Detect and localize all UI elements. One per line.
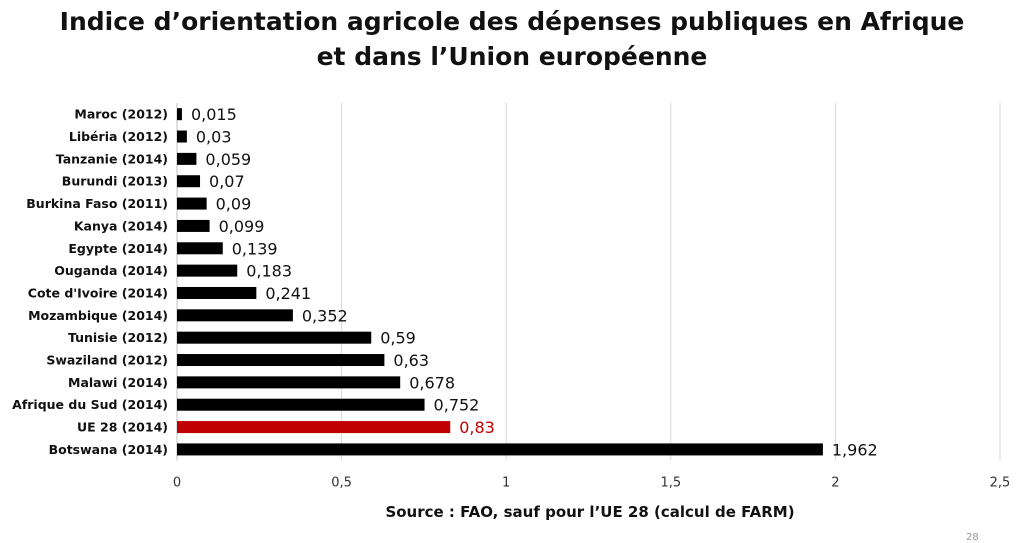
category-label: Ouganda (2014) — [54, 263, 168, 278]
category-label: Tunisie (2012) — [68, 330, 168, 345]
bar — [177, 197, 207, 210]
chart-title-line-2: et dans l’Union européenne — [316, 42, 708, 71]
source-note: Source : FAO, sauf pour l’UE 28 (calcul … — [385, 503, 795, 521]
value-label: 0,352 — [302, 306, 348, 325]
category-label: Egypte (2014) — [68, 241, 168, 256]
value-label: 0,241 — [265, 284, 311, 303]
page-number: 28 — [966, 532, 979, 543]
value-label: 0,63 — [393, 351, 429, 370]
bar — [177, 443, 823, 456]
bar — [177, 309, 293, 322]
value-label: 0,059 — [205, 150, 251, 169]
value-label: 0,099 — [219, 217, 265, 236]
x-tick-label: 2 — [831, 476, 839, 491]
category-label: Botswana (2014) — [49, 442, 168, 457]
category-label: Cote d'Ivoire (2014) — [28, 285, 168, 300]
value-label: 0,09 — [216, 195, 252, 214]
bar-highlight — [177, 421, 451, 434]
category-label: Kanya (2014) — [74, 218, 168, 233]
value-label: 0,07 — [209, 172, 245, 191]
chart-title: Indice d’orientation agricole des dépens… — [0, 4, 1024, 74]
bar — [177, 242, 223, 255]
value-label: 0,83 — [459, 418, 495, 437]
x-tick-label: 1,5 — [660, 476, 681, 491]
x-tick-label: 0,5 — [331, 476, 352, 491]
value-label: 0,139 — [232, 239, 278, 258]
bar — [177, 354, 385, 367]
category-label: UE 28 (2014) — [77, 420, 168, 435]
category-label: Mozambique (2014) — [28, 308, 168, 323]
value-label: 1,962 — [832, 440, 878, 459]
bar — [177, 286, 257, 299]
chart-title-line-1: Indice d’orientation agricole des dépens… — [59, 7, 965, 36]
bar — [177, 152, 197, 165]
category-label: Maroc (2012) — [74, 107, 168, 122]
x-tick-label: 1 — [502, 476, 510, 491]
x-tick-label: 0 — [173, 476, 181, 491]
value-label: 0,678 — [409, 373, 455, 392]
bar — [177, 108, 182, 121]
category-label: Malawi (2014) — [68, 375, 168, 390]
value-label: 0,59 — [380, 329, 416, 348]
value-label: 0,752 — [434, 396, 480, 415]
category-label: Tanzanie (2014) — [56, 151, 168, 166]
value-label: 0,03 — [196, 128, 232, 147]
value-label: 0,183 — [246, 262, 292, 281]
category-label: Burkina Faso (2011) — [26, 196, 168, 211]
category-label: Afrique du Sud (2014) — [12, 397, 168, 412]
value-label: 0,015 — [191, 105, 237, 124]
bar — [177, 130, 187, 143]
category-label: Libéria (2012) — [69, 129, 168, 144]
category-label: Burundi (2013) — [62, 174, 168, 189]
bar — [177, 175, 201, 188]
x-tick-label: 2,5 — [990, 476, 1011, 491]
bar — [177, 398, 425, 411]
bar — [177, 376, 401, 389]
bar — [177, 331, 372, 344]
bar — [177, 219, 210, 232]
bar — [177, 264, 238, 277]
category-label: Swaziland (2012) — [46, 353, 168, 368]
